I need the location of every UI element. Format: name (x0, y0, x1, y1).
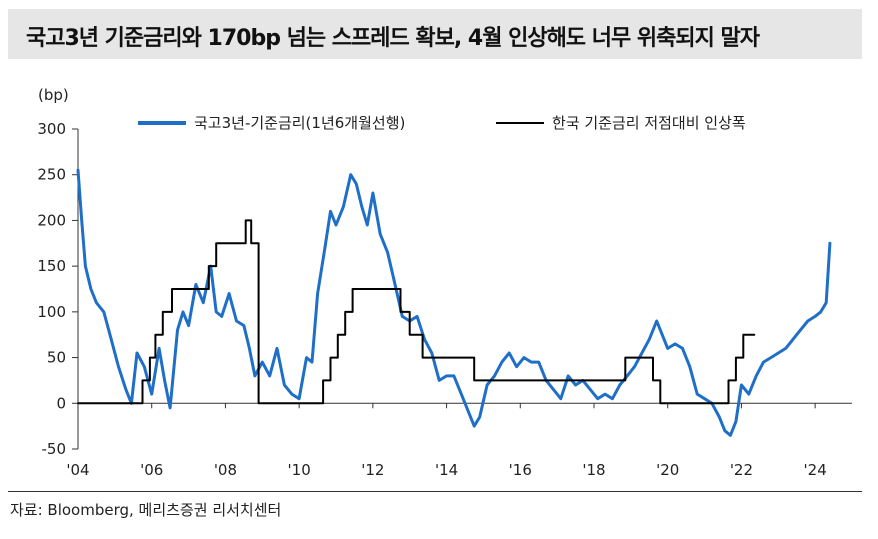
series-line-spread (76, 168, 832, 437)
y-tick-label: 0 (56, 394, 66, 412)
y-axis: -50 0 50 100 150 200 250 300 (37, 120, 79, 458)
y-tick-label: 50 (47, 349, 66, 367)
x-tick-label: '20 (656, 461, 679, 479)
x-tick-label: '16 (509, 461, 532, 479)
y-tick-label: 300 (37, 120, 66, 138)
x-tick-label: '18 (582, 461, 605, 479)
y-tick-label: -50 (42, 440, 67, 458)
x-tick-label: '22 (730, 461, 753, 479)
x-tick-label: '08 (214, 461, 237, 479)
x-tick-label: '14 (435, 461, 458, 479)
x-axis: '04 '06 '08 '10 '12 '14 '16 '18 '20 '22 '24 (66, 402, 852, 479)
y-unit-label: (bp) (38, 86, 69, 104)
x-tick-label: '24 (804, 461, 827, 479)
x-tick-label: '04 (66, 461, 89, 479)
y-tick-label: 200 (37, 211, 66, 229)
y-tick-label: 100 (37, 303, 66, 321)
series-line-rate-hike (77, 219, 756, 405)
y-tick-label: 250 (37, 166, 66, 184)
source-note: 자료: Bloomberg, 메리츠증권 리서치센터 (10, 501, 282, 519)
x-tick-label: '10 (288, 461, 311, 479)
x-tick-label: '12 (361, 461, 384, 479)
legend-label: 국고3년-기준금리(1년6개월선행) (194, 114, 405, 132)
title-bar: 국고3년 기준금리와 170bp 넘는 스프레드 확보, 4월 인상해도 너무 … (8, 9, 862, 59)
series-layer (76, 168, 832, 437)
x-tick-label: '06 (140, 461, 163, 479)
chart-title: 국고3년 기준금리와 170bp 넘는 스프레드 확보, 4월 인상해도 너무 … (26, 26, 760, 51)
y-tick-label: 150 (37, 257, 66, 275)
legend: 국고3년-기준금리(1년6개월선행) 한국 기준금리 저점대비 인상폭 (138, 114, 746, 132)
source-divider (8, 491, 862, 492)
legend-label: 한국 기준금리 저점대비 인상폭 (552, 114, 746, 132)
